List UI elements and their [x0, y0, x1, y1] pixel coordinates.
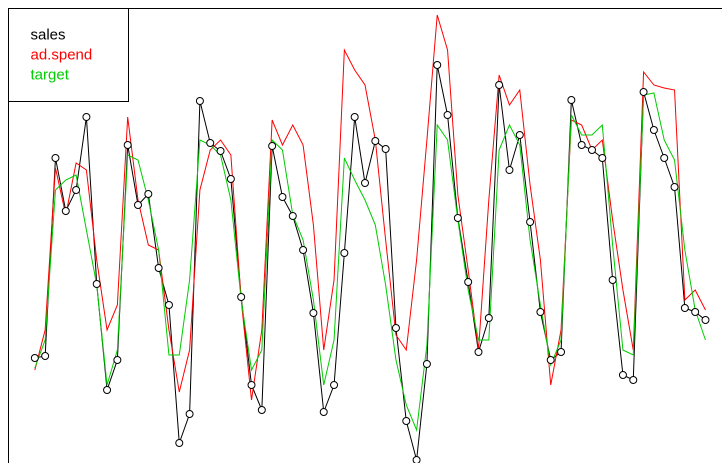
point-marker	[247, 381, 256, 389]
point-marker	[391, 324, 400, 332]
point-marker	[309, 309, 318, 317]
point-marker	[154, 264, 163, 272]
point-marker	[226, 175, 235, 183]
series-line	[34, 92, 706, 432]
point-marker	[505, 166, 514, 174]
legend-label: target	[31, 66, 70, 83]
point-marker	[195, 97, 204, 105]
point-marker	[350, 113, 359, 121]
legend-box	[8, 8, 129, 102]
point-marker	[103, 386, 112, 394]
point-marker	[61, 207, 70, 215]
series-line	[34, 64, 706, 461]
point-marker	[484, 314, 493, 322]
point-marker	[92, 280, 101, 288]
point-marker	[175, 439, 184, 447]
point-marker	[278, 193, 287, 201]
point-marker	[422, 360, 431, 368]
point-marker	[557, 348, 566, 356]
point-marker	[340, 249, 349, 257]
legend-label: sales	[31, 26, 66, 43]
point-marker	[402, 417, 411, 425]
point-marker	[598, 154, 607, 162]
point-marker	[206, 139, 215, 147]
point-marker	[649, 126, 658, 134]
point-marker	[691, 308, 700, 316]
legend-label: ad.spend	[31, 46, 93, 63]
point-marker	[608, 276, 617, 284]
point-marker	[474, 348, 483, 356]
point-marker	[319, 408, 328, 416]
point-marker	[526, 218, 535, 226]
point-marker	[134, 201, 143, 209]
point-marker	[639, 88, 648, 96]
point-marker	[618, 371, 627, 379]
point-marker	[433, 61, 442, 69]
point-marker	[495, 81, 504, 89]
point-marker	[30, 354, 39, 362]
point-marker	[546, 356, 555, 364]
point-marker	[464, 278, 473, 286]
point-marker	[536, 308, 545, 316]
point-marker	[701, 316, 710, 324]
point-marker	[361, 179, 369, 187]
point-marker	[123, 141, 132, 149]
point-marker	[577, 141, 586, 149]
point-marker	[443, 111, 452, 119]
point-marker	[680, 304, 689, 312]
point-marker	[660, 154, 669, 162]
point-marker	[72, 186, 81, 194]
point-marker	[299, 246, 308, 254]
point-marker	[82, 113, 91, 121]
point-marker	[51, 154, 60, 162]
point-marker	[515, 131, 524, 139]
point-marker	[41, 352, 50, 360]
point-marker	[371, 137, 380, 145]
point-marker	[330, 381, 339, 389]
point-marker	[216, 147, 225, 155]
point-marker	[257, 406, 266, 414]
point-marker	[670, 183, 679, 191]
plot-frame	[8, 8, 722, 463]
point-marker	[381, 145, 390, 153]
point-marker	[164, 301, 173, 309]
point-marker	[144, 190, 153, 198]
point-marker	[587, 146, 596, 154]
point-marker	[629, 376, 638, 384]
point-marker	[288, 212, 297, 220]
point-marker	[268, 142, 277, 150]
point-marker	[113, 356, 122, 364]
point-marker	[412, 456, 421, 463]
point-marker	[185, 410, 194, 418]
point-marker	[453, 214, 462, 222]
point-marker	[567, 96, 576, 104]
point-marker	[237, 293, 246, 301]
